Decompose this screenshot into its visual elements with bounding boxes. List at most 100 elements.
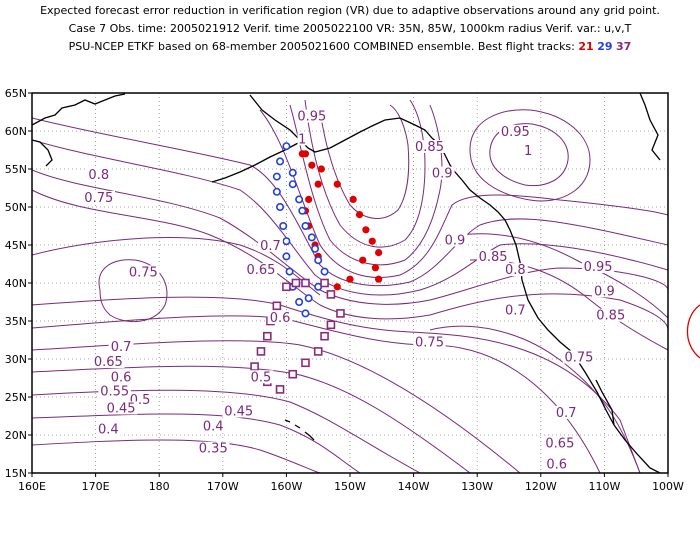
track-21-point <box>317 165 325 173</box>
contour-label-bg <box>248 370 274 384</box>
contour-label-bg <box>476 250 510 264</box>
x-tick-label: 120W <box>525 480 557 493</box>
track-29-point <box>285 267 294 276</box>
contour-label-bg <box>267 311 293 324</box>
track-37-point <box>288 369 298 379</box>
x-tick-label: 140W <box>398 480 430 493</box>
track-21-point <box>333 283 341 291</box>
track-37-point <box>336 309 345 318</box>
x-tick-label: 110W <box>588 480 620 493</box>
contour-line <box>32 169 668 305</box>
track-37-point <box>263 331 272 341</box>
contour-label: 0.95 <box>297 110 326 125</box>
title-line-3-text: PSU-NCEP ETKF based on 68-member 2005021… <box>68 40 575 53</box>
y-tick-label: 60N <box>5 125 27 138</box>
track-29-point <box>282 237 291 246</box>
track-21-point <box>308 161 316 169</box>
contour-label: 0.75 <box>564 351 593 366</box>
track-37-point <box>250 362 259 371</box>
track-29-point <box>279 222 288 231</box>
track-29-point <box>288 180 297 189</box>
contour-label: 0.6 <box>270 311 291 326</box>
contour-label-bg <box>594 308 627 322</box>
track-29-point <box>301 309 310 318</box>
track-29-point <box>276 203 285 212</box>
contour-label-bg <box>127 265 160 279</box>
contour-label-bg <box>104 401 138 415</box>
coastline-asia <box>32 93 126 126</box>
contour-label: 0.7 <box>505 303 526 318</box>
track-21-point <box>305 195 313 203</box>
coastline-gulf <box>639 93 661 161</box>
track-29-label: 29 <box>597 40 613 53</box>
track-21-label: 21 <box>578 40 594 53</box>
contour-line <box>429 325 641 473</box>
contour-label: 0.35 <box>199 442 228 457</box>
contour-label-bg <box>86 168 112 182</box>
contour-label: 0.9 <box>432 167 453 182</box>
track-37-point <box>326 320 336 330</box>
track-37-label: 37 <box>616 40 632 53</box>
track-21-point <box>359 256 367 264</box>
contour-label-bg <box>258 238 283 252</box>
track-21-point <box>371 264 380 272</box>
y-tick-label: 45N <box>5 239 27 252</box>
track-37-point <box>313 347 323 356</box>
contour-label: 0.9 <box>445 233 466 248</box>
contour-label: 0.75 <box>84 191 113 206</box>
contour-label: 0.6 <box>546 458 567 473</box>
contour-line <box>32 439 321 473</box>
contour-label: 1 <box>524 144 532 159</box>
contour-label-bg <box>92 355 125 369</box>
contour-label: 0.8 <box>88 168 109 183</box>
contour-line <box>32 389 421 473</box>
track-29-point <box>272 187 281 196</box>
contour-label-bg <box>108 339 134 353</box>
contour-label-bg <box>499 124 532 138</box>
track-21-point <box>375 275 383 283</box>
title-line-2: Case 7 Obs. time: 2005021912 Verif. time… <box>68 22 632 35</box>
contour-label-bg <box>523 143 533 157</box>
y-tick-label: 15N <box>5 467 27 480</box>
contour-label: 0.9 <box>594 284 615 299</box>
track-29-point <box>311 244 320 253</box>
x-tick-label: 100W <box>652 480 684 493</box>
contour-label: 0.65 <box>246 263 275 278</box>
contour-label: 0.7 <box>111 340 132 355</box>
track-29-point <box>295 297 304 306</box>
coastline-aleutians <box>211 141 301 183</box>
contour-label: 0.6 <box>111 370 132 385</box>
contour-label-bg <box>553 406 579 419</box>
contour-label: 0.65 <box>94 355 123 370</box>
contour-label-bg <box>592 284 617 298</box>
contour-label-bg <box>82 190 115 204</box>
title-line-3: PSU-NCEP ETKF based on 68-member 2005021… <box>0 40 700 53</box>
track-37-point <box>301 278 310 288</box>
track-21-point <box>349 195 357 203</box>
contour-label-bg <box>502 263 528 277</box>
axis-ticks: 160E 170E 180 170W 160W 150W 140W 130W 120W 110W 1… <box>5 87 684 493</box>
contour-label-bg <box>295 109 329 123</box>
track-21-point <box>298 150 306 158</box>
y-tick-label: 30N <box>5 353 27 366</box>
contour-line <box>459 233 668 319</box>
track-37-point <box>301 358 310 368</box>
contour-line <box>469 259 668 351</box>
y-tick-label: 35N <box>5 315 27 328</box>
coastline-mexico <box>613 424 661 473</box>
track-29-point <box>304 294 313 303</box>
track-21-point <box>375 249 383 257</box>
contour-line <box>32 315 601 473</box>
contour-label-bg <box>297 132 308 146</box>
y-tick-label: 50N <box>5 201 27 214</box>
contour-line <box>32 189 668 331</box>
contour-label: 0.85 <box>596 309 625 324</box>
x-tick-label: 130W <box>461 480 493 493</box>
track-29-point <box>301 222 310 231</box>
track-21-point <box>333 180 341 188</box>
track-29-point <box>295 195 304 204</box>
contour-line <box>32 365 471 473</box>
track-29-point <box>307 233 316 242</box>
y-tick-label: 25N <box>5 391 27 404</box>
contour-label-bg <box>543 436 577 450</box>
